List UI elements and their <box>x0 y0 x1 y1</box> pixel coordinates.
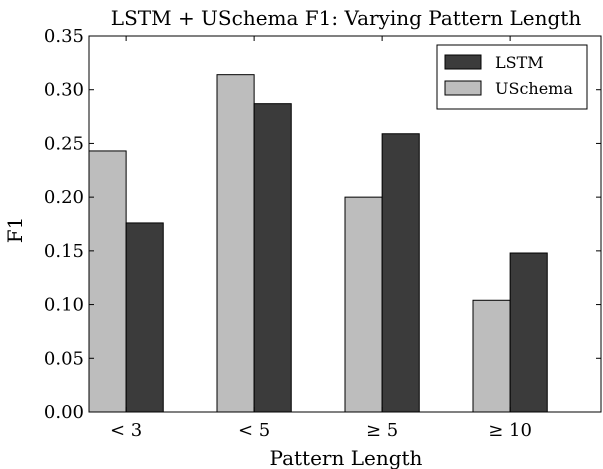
plot-frame <box>88 35 602 413</box>
y-tick-label: 0.10 <box>44 295 84 316</box>
x-tick-label: ≥ 10 <box>488 420 532 441</box>
legend-label-uschema: USchema <box>495 79 573 98</box>
x-tick-label: ≥ 5 <box>366 420 398 441</box>
legend-swatch-uschema <box>444 80 482 96</box>
x-axis-label: Pattern Length <box>270 446 423 469</box>
y-tick-label: 0.30 <box>44 80 84 101</box>
legend-label-lstm: LSTM <box>495 53 544 72</box>
legend-box <box>436 44 588 110</box>
bar-lstm-4 <box>509 252 548 413</box>
bar-lstm-3 <box>381 133 420 413</box>
legend-swatch-lstm <box>444 54 482 70</box>
y-tick-label: 0.25 <box>44 133 84 154</box>
y-tick-label: 0.00 <box>44 402 84 423</box>
x-tick-label: < 3 <box>110 420 142 441</box>
bar-lstm-1 <box>125 222 164 413</box>
bar-uschema-2 <box>216 74 255 413</box>
y-tick-label: 0.05 <box>44 348 84 369</box>
legend: LSTM USchema <box>436 44 588 110</box>
bar-uschema-4 <box>472 299 511 413</box>
y-tick-label: 0.15 <box>44 241 84 262</box>
y-axis-label: F1 <box>3 217 27 244</box>
y-tick-label: 0.20 <box>44 187 84 208</box>
x-tick-label: < 5 <box>238 420 270 441</box>
y-tick-label: 0.35 <box>44 26 84 47</box>
plot-area: < 3 < 5 ≥ 5 ≥ 10 0.00 0.05 0.10 0.15 0.20 0.25 0.3… <box>44 26 602 441</box>
bar-lstm-2 <box>253 103 292 413</box>
bar-uschema-3 <box>344 196 383 413</box>
bar-uschema-1 <box>88 150 127 413</box>
chart-title: LSTM + USchema F1: Varying Pattern Lengt… <box>111 6 582 30</box>
